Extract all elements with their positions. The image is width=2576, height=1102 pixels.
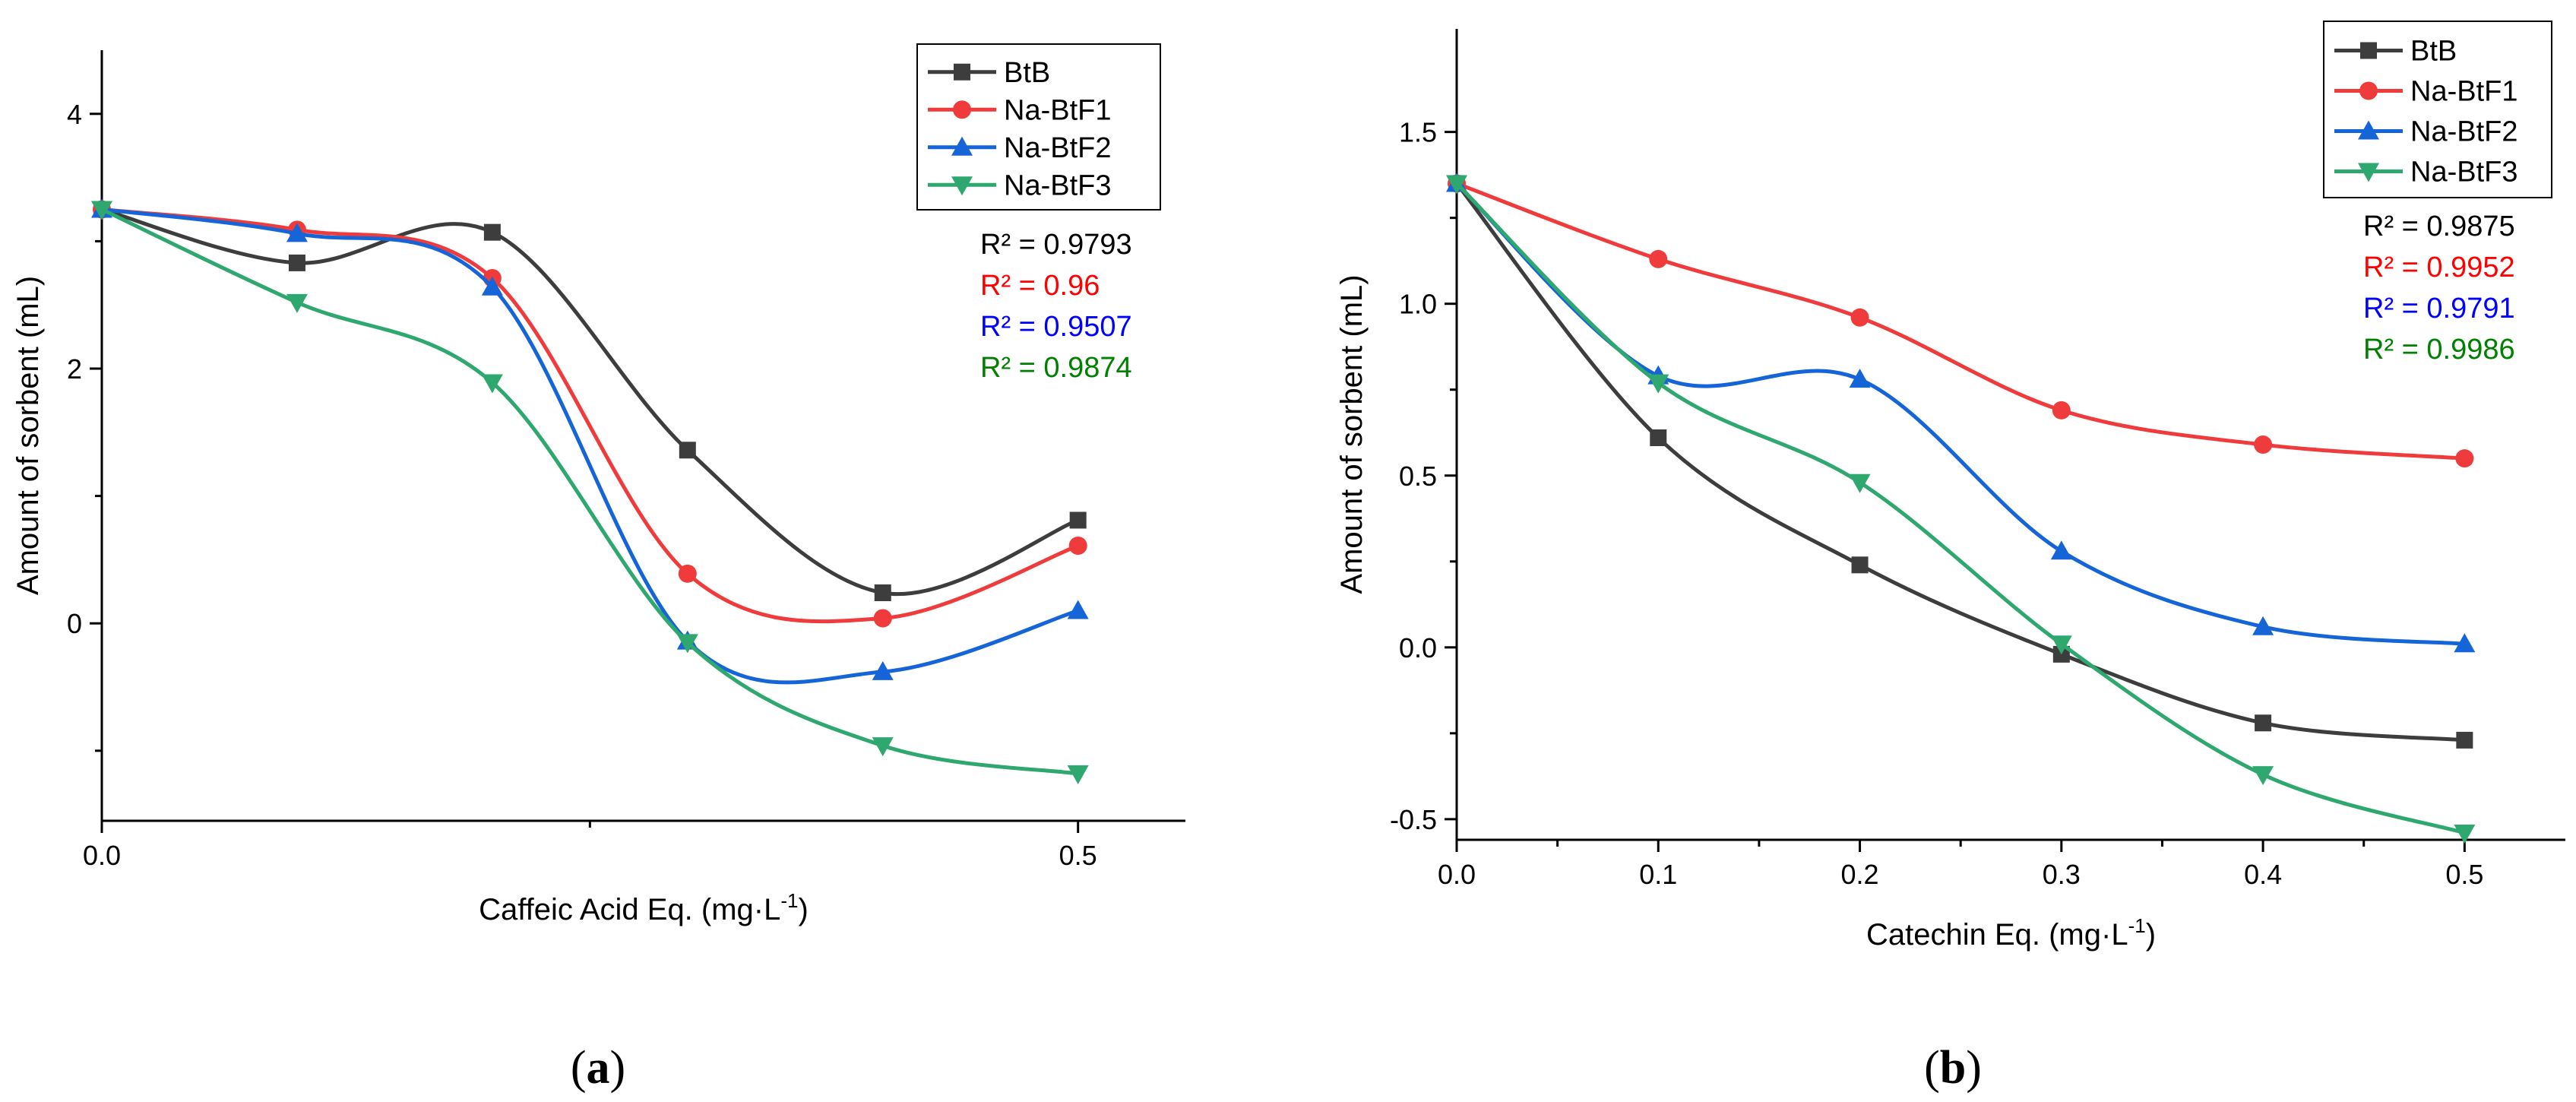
series-line-na-btf3 bbox=[1455, 182, 2466, 835]
x-tick-label: 0.5 bbox=[2445, 859, 2483, 890]
data-point-btb bbox=[2255, 714, 2272, 732]
legend-marker bbox=[951, 136, 973, 156]
data-point-na-btf2 bbox=[2454, 633, 2476, 653]
y-tick-label: -0.5 bbox=[1390, 804, 1437, 835]
data-point-na-btf3 bbox=[1446, 175, 1467, 195]
x-tick-label: 0.3 bbox=[2043, 859, 2081, 890]
x-tick-label: 0.0 bbox=[1438, 859, 1476, 890]
r2-annotation: R² = 0.9986 bbox=[2363, 334, 2515, 366]
legend-label: Na-BtF2 bbox=[2410, 116, 2517, 148]
data-point-na-btf1 bbox=[2455, 449, 2474, 468]
legend-marker bbox=[951, 176, 973, 196]
x-tick-label: 0.0 bbox=[83, 840, 121, 871]
r2-annotation: R² = 0.9874 bbox=[980, 352, 1132, 384]
y-axis-title: Amount of sorbent (mL) bbox=[11, 276, 45, 595]
panel-caption: (b) bbox=[1924, 1042, 1982, 1094]
series-line-na-btf3 bbox=[100, 207, 1079, 776]
r2-annotation: R² = 0.9875 bbox=[2363, 211, 2515, 242]
data-point-na-btf3 bbox=[481, 374, 503, 394]
data-point-na-btf3 bbox=[1647, 374, 1669, 394]
x-tick-label: 0.5 bbox=[1059, 840, 1097, 871]
y-tick-label: 0.5 bbox=[1399, 461, 1437, 492]
x-tick-label: 0.1 bbox=[1639, 859, 1677, 890]
legend-label: Na-BtF1 bbox=[1004, 94, 1111, 126]
data-point-na-btf3 bbox=[1067, 765, 1089, 784]
series-line-na-btf2 bbox=[1455, 182, 2465, 646]
legend-marker bbox=[2358, 163, 2379, 182]
x-axis-title: Caffeic Acid Eq. (mg·L-1) bbox=[479, 889, 809, 926]
legend-marker bbox=[2359, 81, 2378, 100]
data-point-na-btf1 bbox=[1850, 308, 1869, 327]
data-point-btb bbox=[483, 223, 501, 241]
y-tick-label: 1.5 bbox=[1399, 117, 1437, 148]
data-point-btb bbox=[1851, 556, 1869, 574]
data-point-na-btf2 bbox=[1849, 369, 1871, 388]
series-line-na-btf2 bbox=[101, 207, 1079, 685]
data-point-na-btf1 bbox=[2254, 435, 2273, 454]
series-line-na-btf1 bbox=[1456, 182, 2465, 461]
data-point-na-btf3 bbox=[91, 201, 112, 220]
y-tick-label: 0.0 bbox=[1399, 632, 1437, 663]
legend-label: BtB bbox=[1004, 57, 1050, 89]
series-line-btb bbox=[101, 207, 1079, 597]
panel-b: 0.0 0.1 0.2 0.3 0.4 0.5-0.50.00.51.01.5Catech… bbox=[1335, 21, 2565, 1094]
data-point-na-btf2 bbox=[2252, 616, 2274, 635]
legend-marker bbox=[2360, 42, 2377, 59]
r2-annotation: R² = 0.9507 bbox=[980, 311, 1132, 343]
data-point-na-btf3 bbox=[872, 737, 894, 757]
legend-label: Na-BtF3 bbox=[1004, 169, 1111, 201]
legend-label: BtB bbox=[2410, 36, 2457, 68]
y-tick-label: 2 bbox=[67, 353, 82, 385]
x-tick-label: 0.4 bbox=[2244, 859, 2282, 890]
data-point-na-btf2 bbox=[286, 223, 308, 242]
data-point-na-btf1 bbox=[678, 564, 697, 583]
data-point-na-btf2 bbox=[1067, 600, 1089, 619]
data-point-na-btf3 bbox=[2252, 766, 2274, 786]
data-point-na-btf3 bbox=[2050, 635, 2072, 655]
data-point-btb bbox=[874, 584, 891, 601]
r2-annotation: R² = 0.9793 bbox=[980, 229, 1132, 261]
legend-label: Na-BtF2 bbox=[1004, 132, 1111, 164]
data-point-na-btf2 bbox=[2050, 540, 2072, 560]
y-axis-title: Amount of sorbent (mL) bbox=[1335, 274, 1369, 594]
x-axis-title: Catechin Eq. (mg·L-1) bbox=[1866, 914, 2156, 952]
panel-caption: (a) bbox=[571, 1042, 625, 1094]
data-point-btb bbox=[288, 254, 305, 271]
data-point-na-btf1 bbox=[873, 609, 892, 628]
data-point-na-btf2 bbox=[872, 660, 894, 680]
data-point-btb bbox=[1650, 429, 1667, 447]
y-tick-label: 4 bbox=[67, 99, 82, 130]
legend-marker bbox=[2358, 120, 2379, 140]
series-line-btb bbox=[1455, 182, 2465, 743]
data-point-na-btf1 bbox=[1649, 249, 1668, 268]
y-tick-label: 0 bbox=[67, 608, 82, 639]
data-point-na-btf3 bbox=[2454, 824, 2476, 844]
y-tick-label: 1.0 bbox=[1399, 289, 1437, 320]
r2-annotation: R² = 0.96 bbox=[980, 270, 1100, 302]
series-line-na-btf1 bbox=[101, 207, 1079, 624]
data-point-na-btf3 bbox=[676, 634, 698, 654]
r2-annotation: R² = 0.9791 bbox=[2363, 293, 2515, 325]
panel-a: 0.0 0.5 0 2 4 Caffeic Acid Eq. (mg·L-1) Amount… bbox=[11, 43, 1185, 1094]
data-point-btb bbox=[1069, 511, 1087, 529]
legend-label: Na-BtF3 bbox=[2410, 157, 2517, 188]
r2-annotation: R² = 0.9952 bbox=[2363, 252, 2515, 283]
data-point-na-btf2 bbox=[481, 276, 503, 296]
data-point-na-btf3 bbox=[1849, 473, 1871, 493]
legend-marker bbox=[953, 100, 971, 119]
data-point-btb bbox=[2456, 731, 2473, 749]
data-point-na-btf1 bbox=[1068, 536, 1087, 555]
x-tick-label: 0.2 bbox=[1841, 859, 1879, 890]
data-point-na-btf1 bbox=[2052, 401, 2071, 420]
legend-label: Na-BtF1 bbox=[2410, 76, 2517, 108]
data-point-na-btf3 bbox=[286, 293, 308, 313]
data-point-btb bbox=[679, 442, 696, 459]
legend-marker bbox=[954, 63, 970, 81]
